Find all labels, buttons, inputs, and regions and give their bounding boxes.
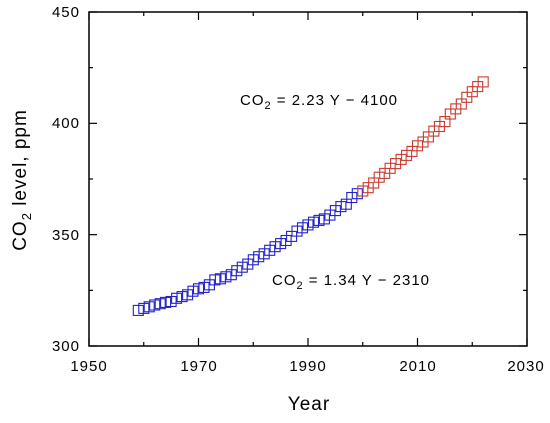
- axis-ticks: [88, 11, 528, 347]
- fit-equation-recent: CO2 = 2.23 Y − 4100: [240, 92, 398, 112]
- y-tick-label: 350: [52, 227, 80, 244]
- y-axis-title-prefix: CO: [10, 220, 31, 251]
- x-tick-label: 1990: [289, 358, 326, 375]
- y-axis-title-suffix: level, ppm: [10, 109, 31, 212]
- y-axis-title-subscript: 2: [19, 212, 34, 220]
- fit-equation-early-subscript: 2: [297, 280, 304, 292]
- y-tick-label: 450: [52, 4, 80, 21]
- x-tick-label: 1970: [180, 358, 217, 375]
- y-axis-title: CO2 level, ppm: [10, 109, 34, 251]
- x-axis-title: Year: [288, 394, 330, 415]
- x-tick-label: 1950: [70, 358, 107, 375]
- y-tick-label: 300: [52, 338, 80, 355]
- fit-equation-early-text: = 1.34 Y − 2310: [304, 272, 430, 289]
- x-tick-label: 2030: [507, 358, 544, 375]
- x-tick-label: 2010: [399, 358, 436, 375]
- fit-equation-recent-subscript: 2: [265, 100, 272, 112]
- fit-equation-recent-prefix: CO: [240, 92, 265, 109]
- fit-equation-early: CO2 = 1.34 Y − 2310: [272, 272, 430, 292]
- fit-equation-early-prefix: CO: [272, 272, 297, 289]
- y-tick-label: 400: [52, 115, 80, 132]
- fit-equation-recent-text: = 2.23 Y − 4100: [272, 92, 398, 109]
- plot-frame: [88, 11, 528, 347]
- data-point-series-2: [477, 76, 489, 88]
- data-marks: [132, 76, 489, 316]
